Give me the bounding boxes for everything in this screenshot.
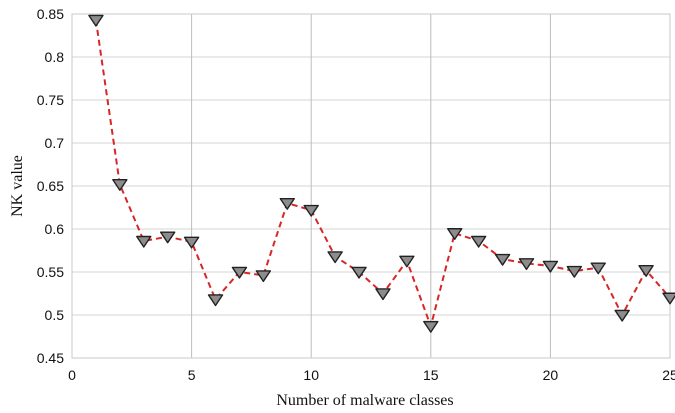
data-point-marker <box>638 265 654 277</box>
data-point-marker <box>470 235 487 248</box>
plot-frame <box>71 13 671 359</box>
x-tick-label: 0 <box>68 367 76 383</box>
data-point-marker <box>518 258 535 271</box>
data-point-marker <box>112 179 128 191</box>
data-point-marker <box>566 265 583 278</box>
x-tick-label: 5 <box>188 367 196 383</box>
data-point-marker <box>207 294 224 307</box>
data-point-marker <box>662 292 675 305</box>
y-axis-title: NK value <box>9 155 26 217</box>
data-point-marker <box>351 266 367 279</box>
data-point-marker <box>423 320 439 333</box>
y-tick-label: 0.5 <box>45 307 65 323</box>
data-point-marker <box>88 14 104 27</box>
data-point-marker <box>183 236 200 249</box>
data-point-marker <box>590 262 606 275</box>
y-tick-label: 0.8 <box>45 49 65 65</box>
x-tick-label: 25 <box>662 367 675 383</box>
y-tick-label: 0.75 <box>37 92 64 108</box>
data-point-marker <box>136 235 152 248</box>
x-tick-label: 10 <box>303 367 319 383</box>
data-point-marker <box>303 204 319 217</box>
data-point-marker <box>231 266 248 279</box>
x-tick-label: 15 <box>423 367 439 383</box>
data-point-marker <box>327 251 343 264</box>
data-point-marker <box>542 260 559 273</box>
x-axis-title: Number of malware classes <box>276 392 453 409</box>
data-point-marker <box>375 288 391 301</box>
y-tick-label: 0.65 <box>37 178 64 194</box>
data-point-marker <box>399 255 415 268</box>
data-point-marker <box>614 309 630 322</box>
data-point-marker <box>255 270 272 283</box>
data-point-marker <box>159 231 176 244</box>
x-tick-label: 20 <box>543 367 559 383</box>
y-tick-label: 0.85 <box>37 6 64 22</box>
data-point-marker <box>279 197 295 210</box>
data-point-marker <box>447 228 463 240</box>
y-tick-label: 0.7 <box>45 135 65 151</box>
y-tick-label: 0.45 <box>37 350 64 366</box>
data-point-marker <box>494 253 511 266</box>
y-tick-label: 0.6 <box>45 221 65 237</box>
y-tick-label: 0.55 <box>37 264 64 280</box>
